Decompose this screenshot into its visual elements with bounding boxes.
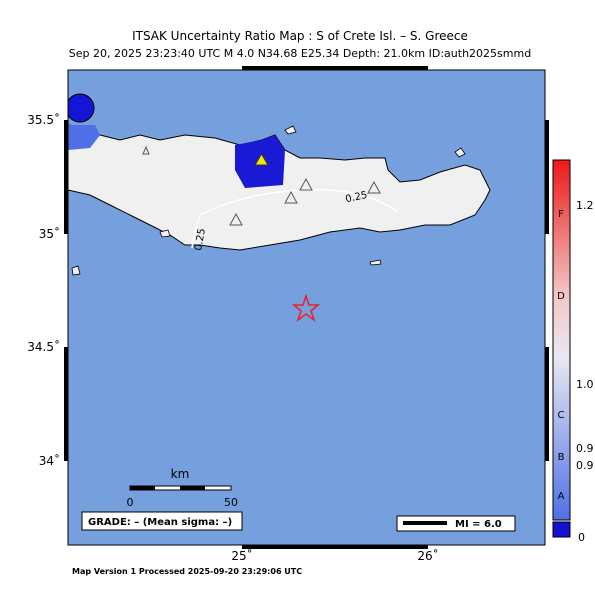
- contour-label: 0.25: [344, 190, 368, 205]
- footer: Map Version 1 Processed 2025-09-20 23:29…: [72, 567, 302, 576]
- grade: GRADE: – (Mean sigma: –): [88, 517, 232, 528]
- colorbar-letter: C: [558, 410, 565, 421]
- colorbar-letter: B: [558, 452, 565, 463]
- station-selected: [254, 153, 269, 166]
- stations: [142, 145, 381, 226]
- frame-ticks: [64, 66, 549, 549]
- colorbar-value: 0: [578, 531, 585, 544]
- colorbar-low: [552, 521, 571, 538]
- title: ITSAK Uncertainty Ratio Map : S of Crete…: [132, 29, 468, 43]
- contour: [191, 214, 201, 249]
- contour-label: 0.25: [193, 228, 208, 252]
- epicenter: [291, 293, 321, 323]
- lat-label: 34.5˚: [27, 339, 60, 354]
- crete: [68, 124, 491, 251]
- colorbar-value: 0.9: [576, 442, 594, 455]
- mi: MI = 6.0: [455, 519, 502, 530]
- subtitle: Sep 20, 2025 23:23:40 UTC M 4.0 N34.68 E…: [69, 47, 531, 60]
- scale-unit: km: [171, 467, 190, 481]
- colorbar: F D C B A 1.2 1.0 0.9 0.9 0: [552, 159, 594, 544]
- lat-label: 34˚: [39, 453, 60, 468]
- colorbar-value: 0.9: [576, 459, 594, 472]
- scale-bar: [130, 486, 155, 490]
- lon-label: 26˚: [417, 548, 438, 563]
- scale-bar: km 0 50: [127, 467, 239, 509]
- scale-label: 0: [127, 496, 134, 509]
- colorbar-value: 1.2: [576, 199, 594, 212]
- lon-label: 25˚: [231, 548, 252, 563]
- scale-bar: [180, 486, 205, 490]
- colorbar-letter: D: [557, 291, 565, 302]
- colorbar-gradient: [552, 159, 571, 521]
- colorbar-value: 1.0: [576, 378, 594, 391]
- scale-label: 50: [224, 496, 238, 509]
- map-area: 0.25 0.25: [68, 70, 545, 545]
- uncertainty-patch: [68, 125, 100, 150]
- colorbar-letter: F: [558, 209, 564, 220]
- colorbar-letter: A: [558, 491, 565, 502]
- mi-box: [396, 515, 516, 532]
- lat-label: 35˚: [39, 226, 60, 241]
- uncertainty-patch: [68, 93, 95, 123]
- grade-box: [81, 511, 243, 531]
- lat-label: 35.5˚: [27, 112, 60, 127]
- islet: [71, 125, 466, 276]
